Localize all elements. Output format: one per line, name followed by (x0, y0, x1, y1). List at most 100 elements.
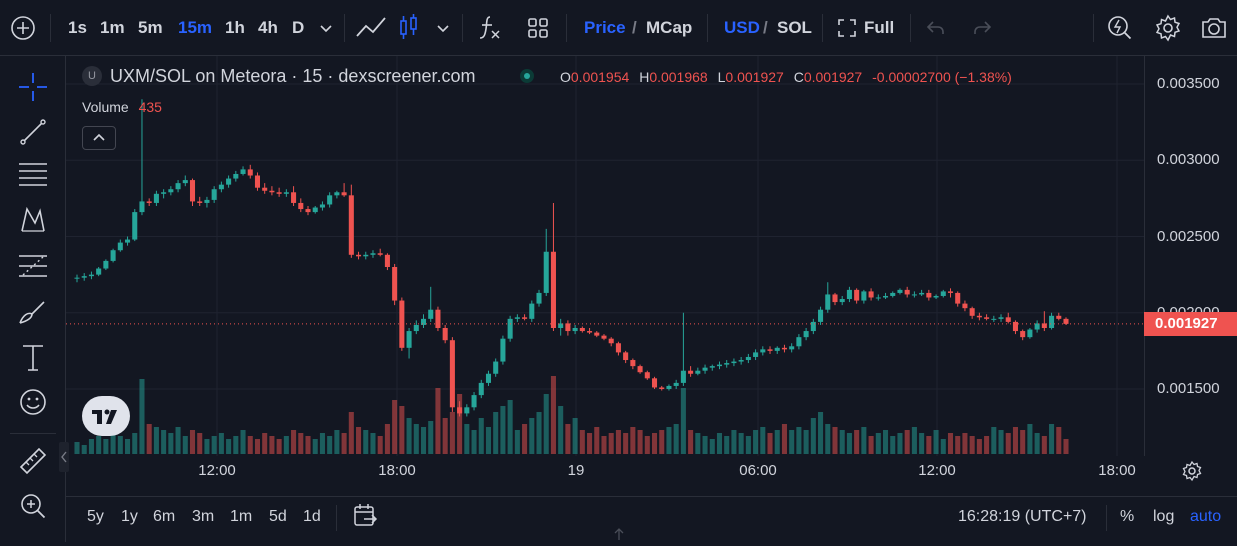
candle (500, 335, 506, 365)
volume-bar (774, 430, 780, 454)
horizontal-lines-icon[interactable] (14, 156, 52, 194)
usd-toggle[interactable]: USD (724, 18, 760, 37)
volume-bar (738, 433, 744, 454)
candle (1041, 311, 1047, 332)
log-toggle[interactable]: log (1153, 508, 1175, 525)
volume-bar (226, 439, 232, 454)
redo-icon[interactable] (971, 17, 993, 39)
ohlc-readout: O0.001954 H0.001968 L0.001927 C0.001927 … (560, 69, 1012, 85)
candle (940, 289, 946, 298)
fib-tool-icon[interactable] (14, 247, 52, 285)
price-toggle[interactable]: Price (584, 18, 626, 37)
range-1d[interactable]: 1d (303, 508, 321, 525)
close-value: 0.001927 (803, 69, 863, 85)
volume-bar (753, 430, 759, 454)
volume-bar (962, 433, 968, 454)
volume-bar (189, 430, 196, 454)
volume-bar (370, 433, 376, 454)
volume-bar (74, 442, 80, 454)
goto-date-icon[interactable] (352, 502, 378, 530)
candle (738, 356, 744, 365)
candles-icon[interactable] (398, 13, 420, 43)
range-6m[interactable]: 6m (153, 508, 176, 525)
settings-gear-icon[interactable] (1154, 14, 1182, 42)
volume-bar (168, 433, 174, 454)
volume-bar (882, 430, 889, 454)
volume-bar (493, 412, 499, 454)
crosshair-icon[interactable] (14, 68, 52, 106)
quick-search-icon[interactable] (1107, 14, 1133, 42)
low-value: 0.001927 (725, 69, 784, 85)
candle (659, 385, 665, 391)
candle (565, 320, 571, 336)
zoom-in-icon[interactable] (14, 487, 52, 525)
candle (1056, 312, 1062, 321)
layouts-icon[interactable] (527, 17, 549, 39)
pattern-tool-icon[interactable] (14, 201, 52, 239)
trend-line-icon[interactable] (14, 113, 52, 151)
percent-toggle[interactable]: % (1120, 508, 1135, 525)
candle (601, 334, 607, 341)
interval-15m[interactable]: 15m (178, 18, 213, 37)
mcap-toggle[interactable]: MCap (646, 18, 693, 37)
tradingview-logo[interactable] (82, 396, 130, 436)
interval-1s[interactable]: 1s (68, 18, 87, 37)
chart-style-line-icon[interactable] (355, 14, 387, 42)
open-label: O (560, 69, 571, 85)
symbol-title[interactable]: UXM/SOL on Meteora · 15 · dexscreener.co… (110, 66, 476, 86)
text-tool-icon[interactable] (14, 338, 52, 376)
candle (74, 274, 80, 283)
pane-resize-handle[interactable] (612, 527, 626, 541)
volume-bar (276, 439, 282, 454)
add-symbol-icon[interactable] (10, 15, 36, 41)
volume-bar (637, 430, 643, 454)
range-3m[interactable]: 3m (192, 508, 215, 525)
interval-5m[interactable]: 5m (138, 18, 163, 37)
volume-bar (197, 433, 203, 454)
full-button[interactable]: Full (864, 18, 895, 37)
brush-icon[interactable] (14, 293, 52, 331)
volume-bar (825, 424, 831, 454)
volume-bar (153, 427, 159, 454)
interval-1m[interactable]: 1m (100, 18, 125, 37)
candle (493, 358, 499, 377)
candle (449, 337, 455, 412)
price-tick: 0.003000 (1157, 151, 1220, 169)
chevron-down-icon[interactable] (435, 20, 451, 36)
candle (926, 289, 932, 301)
range-1m[interactable]: 1m (230, 508, 253, 525)
volume-bar (1005, 433, 1011, 454)
collapse-legend-button[interactable] (82, 126, 116, 150)
interval-4h[interactable]: 4h (258, 18, 278, 37)
time-tick: 12:00 (918, 462, 956, 479)
candle (666, 384, 672, 391)
interval-1h[interactable]: 1h (225, 18, 245, 37)
price-axis[interactable]: 0.0035000.0030000.0025000.0020000.001500… (1144, 56, 1237, 456)
range-5d[interactable]: 5d (269, 508, 287, 525)
range-5y[interactable]: 5y (87, 508, 104, 525)
collapse-panel-icon[interactable] (59, 442, 69, 472)
volume-bar (868, 436, 874, 454)
axis-settings-icon[interactable] (1181, 460, 1203, 482)
ruler-icon[interactable] (14, 442, 52, 480)
candle (753, 349, 759, 361)
time-tick: 12:00 (198, 462, 236, 479)
clock-timezone[interactable]: 16:28:19 (UTC+7) (958, 508, 1087, 525)
volume-bar (615, 430, 621, 454)
volume-bar (810, 418, 816, 454)
volume-bar (319, 433, 325, 454)
fullscreen-icon[interactable] (837, 18, 857, 38)
chevron-down-icon[interactable] (318, 20, 334, 36)
interval-D[interactable]: D (292, 18, 305, 37)
price-chart[interactable] (66, 56, 1144, 456)
auto-toggle[interactable]: auto (1190, 508, 1222, 525)
sol-toggle[interactable]: SOL (777, 18, 812, 37)
emoji-icon[interactable] (14, 383, 52, 421)
undo-icon[interactable] (925, 17, 947, 39)
indicators-icon[interactable] (478, 14, 502, 42)
volume-bar (818, 412, 824, 454)
camera-snapshot-icon[interactable] (1200, 15, 1228, 41)
candle (579, 326, 585, 333)
candle (442, 324, 448, 344)
range-1y[interactable]: 1y (121, 508, 138, 525)
